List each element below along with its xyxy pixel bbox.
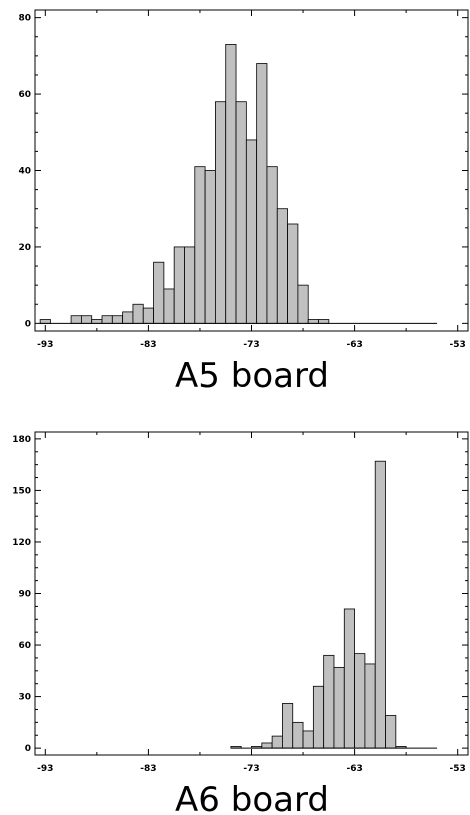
histogram-bar: [80, 315, 93, 324]
histogram-bar: [101, 315, 113, 324]
histogram-bar: [122, 311, 134, 324]
plot-frame: [34, 431, 469, 756]
histogram-a6: -93 -83 -73 -63 -53 0 30 60 90 120 150 180 A6 board: [12, 431, 469, 815]
histogram-bar: [111, 315, 124, 324]
histogram-bar: [282, 703, 294, 749]
histogram-bar: [318, 319, 330, 324]
histogram-bar: [312, 685, 325, 749]
histogram-bar: [70, 315, 82, 324]
histogram-bar: [374, 460, 386, 749]
histogram-bar: [333, 666, 345, 749]
y-tick-label: 180: [12, 435, 31, 445]
histogram-bar: [261, 742, 273, 749]
histogram-bar: [292, 721, 304, 749]
histogram-bar: [194, 166, 206, 324]
histogram-bar: [323, 654, 335, 749]
y-tick-label: 40: [18, 167, 31, 177]
y-tick-label: 150: [12, 486, 31, 496]
x-tick-label: -63: [346, 764, 362, 774]
x-tick-label: -73: [243, 764, 259, 774]
x-tick-label: -53: [450, 340, 466, 350]
y-tick-label: 60: [18, 90, 31, 100]
y-tick-label: 30: [18, 693, 31, 703]
x-tick-label: -63: [346, 340, 362, 350]
histogram-bar: [91, 319, 103, 324]
histogram-bar: [271, 735, 283, 749]
histogram-bar: [297, 284, 309, 324]
y-tick-label: 0: [25, 319, 31, 329]
histogram-bar: [225, 43, 237, 324]
x-tick-label: -93: [37, 764, 53, 774]
histogram-bar: [287, 223, 299, 324]
histogram-bar: [245, 139, 258, 324]
x-tick-label: -53: [450, 764, 466, 774]
histogram-bar: [173, 246, 185, 324]
histogram-bar: [385, 715, 397, 749]
histogram-bar: [153, 261, 165, 324]
histogram-bar: [364, 663, 376, 749]
y-tick-label: 0: [25, 744, 31, 754]
histogram-bar: [142, 307, 154, 324]
y-tick-label: 120: [12, 538, 31, 548]
histogram-bar: [132, 303, 144, 324]
histogram-bar: [204, 170, 216, 324]
y-tick-label: 80: [18, 14, 31, 24]
x-tick-label: -83: [140, 340, 156, 350]
histogram-bar: [256, 63, 268, 324]
histogram-bar: [266, 166, 278, 324]
y-tick-label: 60: [18, 641, 31, 651]
x-tick-label: -83: [140, 764, 156, 774]
histogram-bar: [163, 288, 175, 324]
histogram-bar: [302, 730, 314, 749]
histogram-bar: [184, 246, 196, 324]
histogram-bar: [343, 608, 355, 749]
histogram-bar: [307, 319, 319, 324]
histogram-bar: [39, 319, 51, 324]
histogram-bar: [215, 101, 227, 324]
histogram-bar: [354, 653, 366, 749]
x-tick-label: -93: [37, 340, 53, 350]
x-tick-label: -73: [243, 340, 259, 350]
chart-title: A6 board: [175, 780, 329, 815]
y-tick-label: 20: [18, 243, 31, 253]
histogram-bar: [276, 208, 288, 324]
histogram-a5: -93 -83 -73 -63 -53 0 20 40 60 80 A5 board: [18, 9, 469, 396]
histogram-bar: [235, 101, 247, 324]
chart-title: A5 board: [175, 356, 329, 396]
y-tick-label: 90: [18, 590, 31, 600]
